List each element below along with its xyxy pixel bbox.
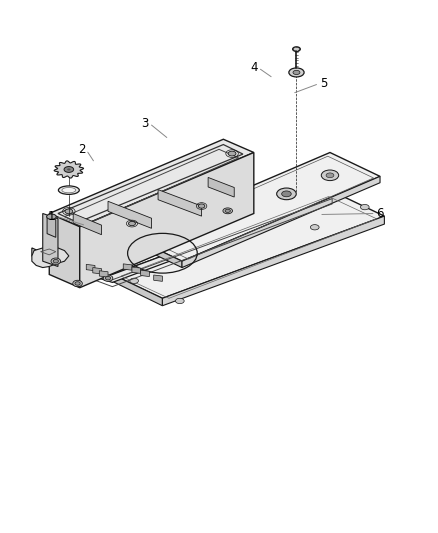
Text: 4: 4 [250, 61, 258, 74]
Polygon shape [132, 237, 182, 268]
Polygon shape [158, 190, 201, 216]
Ellipse shape [311, 224, 319, 230]
Ellipse shape [293, 47, 300, 52]
Polygon shape [154, 275, 162, 281]
Ellipse shape [64, 166, 74, 172]
Ellipse shape [47, 214, 56, 219]
Ellipse shape [106, 277, 111, 280]
Ellipse shape [176, 298, 184, 304]
Ellipse shape [75, 282, 80, 285]
Polygon shape [80, 152, 254, 288]
Ellipse shape [103, 275, 113, 281]
Polygon shape [99, 271, 108, 277]
Ellipse shape [128, 221, 135, 225]
Polygon shape [113, 192, 385, 298]
Ellipse shape [289, 68, 304, 77]
Ellipse shape [130, 278, 138, 284]
Ellipse shape [65, 209, 73, 214]
Ellipse shape [282, 191, 291, 197]
Polygon shape [73, 214, 102, 235]
Ellipse shape [58, 186, 79, 195]
Text: 5: 5 [320, 77, 327, 90]
Polygon shape [86, 264, 95, 271]
Ellipse shape [67, 168, 71, 171]
Ellipse shape [225, 209, 230, 213]
Polygon shape [132, 152, 380, 261]
Text: 3: 3 [141, 117, 148, 130]
Polygon shape [54, 161, 84, 178]
Polygon shape [108, 201, 152, 228]
Ellipse shape [198, 204, 205, 208]
Polygon shape [162, 216, 385, 306]
Ellipse shape [277, 188, 296, 200]
Polygon shape [93, 268, 102, 274]
Text: 1: 1 [48, 209, 55, 223]
Ellipse shape [73, 280, 82, 287]
Polygon shape [123, 264, 132, 270]
Polygon shape [49, 214, 80, 288]
Ellipse shape [228, 151, 236, 156]
Polygon shape [208, 177, 234, 197]
Ellipse shape [360, 205, 369, 210]
Polygon shape [182, 176, 380, 268]
Ellipse shape [293, 70, 300, 75]
Polygon shape [32, 243, 69, 268]
Polygon shape [43, 214, 58, 266]
Text: 6: 6 [376, 207, 384, 220]
Ellipse shape [62, 188, 76, 193]
Ellipse shape [326, 173, 334, 177]
Ellipse shape [53, 260, 58, 263]
Polygon shape [141, 270, 149, 277]
Polygon shape [47, 216, 56, 237]
Polygon shape [132, 267, 141, 273]
Ellipse shape [321, 170, 339, 181]
Polygon shape [113, 274, 162, 306]
Polygon shape [49, 139, 254, 227]
Text: 2: 2 [78, 143, 86, 156]
Ellipse shape [51, 258, 60, 264]
Polygon shape [32, 192, 334, 282]
Ellipse shape [223, 208, 233, 214]
